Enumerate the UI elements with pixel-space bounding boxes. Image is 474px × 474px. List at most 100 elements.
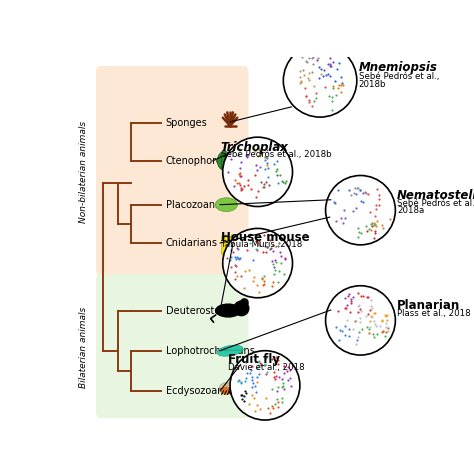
Point	[350, 190, 358, 197]
Point	[297, 73, 304, 81]
FancyBboxPatch shape	[96, 66, 248, 276]
Point	[337, 214, 345, 221]
Point	[236, 171, 243, 178]
Point	[280, 385, 288, 393]
Point	[253, 166, 260, 173]
Point	[366, 317, 374, 325]
Point	[347, 297, 355, 304]
Point	[250, 379, 257, 387]
Point	[347, 191, 355, 199]
Text: Plass et al., 2018: Plass et al., 2018	[397, 310, 471, 319]
Point	[240, 182, 248, 189]
Point	[356, 186, 364, 194]
Point	[253, 235, 261, 243]
Circle shape	[326, 175, 395, 245]
Point	[243, 246, 251, 254]
Point	[263, 244, 271, 251]
Point	[260, 248, 267, 256]
Point	[371, 320, 379, 328]
Point	[254, 378, 261, 385]
Text: Mnemiopsis: Mnemiopsis	[359, 61, 438, 74]
Text: Ctenophores: Ctenophores	[166, 156, 228, 166]
Point	[351, 317, 359, 324]
Point	[332, 199, 339, 206]
Point	[356, 186, 364, 193]
Point	[243, 153, 250, 161]
Point	[368, 226, 375, 234]
Point	[365, 225, 373, 232]
Text: 2018a: 2018a	[397, 206, 424, 215]
Point	[303, 58, 311, 65]
Point	[380, 327, 387, 335]
Point	[232, 268, 239, 276]
Point	[354, 336, 361, 344]
Point	[371, 212, 379, 219]
Text: Sponges: Sponges	[166, 118, 208, 128]
Point	[250, 394, 258, 402]
Point	[363, 222, 370, 230]
Point	[357, 308, 365, 315]
Point	[264, 164, 272, 172]
Point	[362, 190, 369, 197]
Point	[253, 246, 261, 254]
Point	[299, 54, 306, 61]
Point	[314, 54, 322, 61]
Point	[236, 254, 243, 262]
Point	[352, 184, 359, 192]
Circle shape	[283, 44, 357, 117]
Point	[305, 97, 312, 104]
Point	[333, 218, 340, 225]
Point	[279, 382, 287, 390]
Point	[244, 177, 252, 184]
Point	[370, 318, 377, 325]
Point	[313, 56, 321, 64]
Point	[378, 221, 386, 229]
Point	[262, 179, 270, 186]
Point	[255, 239, 262, 246]
Point	[370, 219, 378, 227]
Point	[245, 144, 253, 151]
Point	[372, 322, 380, 329]
Point	[237, 169, 244, 177]
Point	[260, 183, 267, 191]
Point	[373, 330, 381, 337]
Point	[329, 84, 337, 91]
Point	[371, 221, 378, 228]
Point	[272, 256, 279, 264]
Point	[366, 306, 374, 314]
Point	[335, 60, 342, 67]
Point	[328, 93, 336, 100]
Point	[356, 318, 364, 326]
Point	[228, 155, 235, 163]
Point	[262, 242, 269, 250]
Point	[380, 328, 387, 335]
Point	[265, 182, 273, 189]
Point	[363, 324, 371, 331]
Point	[261, 153, 269, 161]
Point	[302, 92, 310, 100]
Point	[274, 179, 282, 186]
Point	[271, 375, 279, 383]
Point	[253, 401, 261, 409]
Point	[358, 325, 365, 333]
Point	[341, 331, 348, 338]
Point	[227, 263, 235, 271]
Point	[328, 62, 335, 70]
Point	[233, 253, 241, 260]
Point	[317, 70, 324, 78]
Point	[382, 332, 389, 340]
Point	[242, 377, 249, 385]
Point	[376, 323, 383, 330]
Point	[286, 366, 294, 374]
Point	[368, 313, 376, 321]
Point	[262, 153, 269, 161]
Point	[375, 191, 383, 199]
Point	[375, 201, 383, 209]
Text: Lophotrochozoans: Lophotrochozoans	[166, 346, 255, 356]
Point	[330, 58, 337, 65]
FancyBboxPatch shape	[222, 237, 231, 255]
Point	[277, 259, 285, 267]
Point	[315, 64, 323, 71]
Point	[346, 186, 353, 194]
Point	[382, 319, 390, 327]
